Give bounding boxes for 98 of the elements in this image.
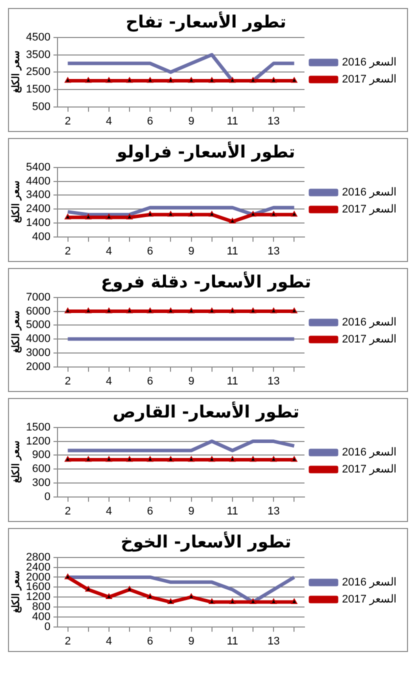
y-tick-label: 5000 [26, 319, 50, 332]
legend-label: السعر 2017 [342, 74, 397, 86]
y-tick-label: 300 [32, 476, 50, 489]
y-tick-label: 0 [44, 620, 50, 633]
point [188, 211, 194, 217]
point [229, 218, 236, 224]
x-tick-label: 6 [147, 375, 154, 388]
x-tick-label: 13 [267, 375, 280, 388]
point [64, 214, 71, 220]
y-tick-label: 400 [32, 610, 50, 623]
x-tick-label: 4 [106, 375, 112, 388]
y-tick-label: 1600 [26, 581, 50, 594]
legend-label: السعر 2016 [342, 576, 397, 589]
point [106, 594, 112, 600]
x-tick-label: 2 [64, 505, 71, 518]
y-axis-title: سعر الكلغ [10, 441, 22, 483]
x-tick-label: 6 [147, 115, 154, 128]
point [250, 598, 256, 604]
x-tick-label: 9 [188, 375, 194, 388]
y-tick-label: 4000 [26, 333, 50, 346]
y-tick-label: 4400 [26, 175, 50, 188]
x-tick-label: 4 [106, 505, 112, 518]
point [208, 598, 215, 604]
point [270, 598, 277, 604]
legend-label: السعر 2017 [342, 334, 397, 346]
x-tick-label: 13 [267, 115, 280, 128]
y-tick-label: 5400 [26, 161, 50, 174]
chart-title: تطور الأسعار- القارص [112, 400, 300, 423]
x-tick-label: 2 [64, 115, 71, 128]
legend-label: السعر 2017 [342, 594, 397, 606]
legend-label: السعر 2016 [342, 446, 397, 459]
legend-label: السعر 2017 [342, 204, 397, 216]
point [291, 211, 298, 217]
y-axis-title: سعر الكلغ [10, 181, 22, 223]
y-tick-label: 1200 [26, 591, 50, 604]
x-tick-label: 9 [188, 245, 194, 258]
y-tick-label: 1200 [26, 435, 50, 448]
y-tick-label: 2400 [26, 203, 50, 216]
x-tick-label: 11 [226, 505, 238, 518]
y-tick-label: 2800 [26, 551, 50, 564]
x-tick-label: 11 [226, 375, 238, 388]
x-tick-label: 4 [106, 115, 112, 128]
y-axis-title: سعر الكلغ [10, 311, 22, 353]
y-tick-label: 3400 [26, 189, 50, 202]
y-tick-label: 500 [32, 100, 50, 113]
y-tick-label: 3500 [26, 48, 50, 61]
x-tick-label: 4 [106, 635, 112, 648]
y-tick-label: 7000 [26, 291, 50, 304]
y-tick-label: 3000 [26, 346, 50, 359]
y-tick-label: 600 [32, 463, 50, 476]
y-tick-label: 0 [44, 490, 50, 503]
x-tick-label: 2 [64, 375, 71, 388]
point [168, 211, 174, 217]
legend-label: السعر 2016 [342, 56, 397, 69]
x-tick-label: 9 [188, 505, 194, 518]
point [270, 211, 277, 217]
y-tick-label: 1500 [26, 421, 50, 434]
y-tick-label: 1500 [26, 83, 50, 96]
chart-title: تطور الأسعار- الخوخ [120, 530, 292, 553]
point [291, 598, 298, 604]
x-tick-label: 6 [147, 505, 154, 518]
x-tick-label: 4 [106, 245, 112, 258]
point [126, 214, 133, 220]
point [168, 598, 174, 604]
x-tick-label: 6 [147, 635, 154, 648]
point [147, 211, 154, 217]
y-tick-label: 800 [32, 601, 50, 614]
y-tick-label: 6000 [26, 305, 50, 318]
chart-title: تطور الأسعار- تفاح [126, 10, 286, 33]
y-tick-label: 2400 [26, 561, 50, 574]
x-tick-label: 9 [188, 635, 194, 648]
y-tick-label: 4500 [26, 31, 50, 44]
legend-label: السعر 2016 [342, 186, 397, 199]
x-tick-label: 11 [226, 635, 238, 648]
y-axis-title: سعر الكلغ [10, 571, 22, 613]
x-tick-label: 6 [147, 245, 154, 258]
x-tick-label: 2 [64, 245, 71, 258]
x-tick-label: 11 [226, 115, 238, 128]
legend-label: السعر 2016 [342, 316, 397, 329]
chart-title: تطور الأسعار- دقلة فروع [100, 270, 312, 293]
point [106, 214, 112, 220]
y-tick-label: 2500 [26, 66, 50, 78]
point [85, 214, 92, 220]
x-tick-label: 9 [188, 115, 194, 128]
y-tick-label: 900 [32, 449, 50, 462]
x-tick-label: 2 [64, 635, 71, 648]
x-tick-label: 13 [267, 505, 280, 518]
x-tick-label: 11 [226, 245, 238, 258]
legend-label: السعر 2017 [342, 464, 397, 476]
y-tick-label: 2000 [26, 360, 50, 373]
y-tick-label: 1400 [26, 216, 50, 229]
y-tick-label: 2000 [26, 571, 50, 584]
chart-title: تطور الأسعار- فراولو [116, 140, 296, 163]
x-tick-label: 13 [267, 635, 280, 648]
point [229, 598, 236, 604]
y-axis-title: سعر الكلغ [10, 51, 22, 93]
x-tick-label: 13 [267, 245, 280, 258]
y-tick-label: 400 [32, 230, 50, 243]
